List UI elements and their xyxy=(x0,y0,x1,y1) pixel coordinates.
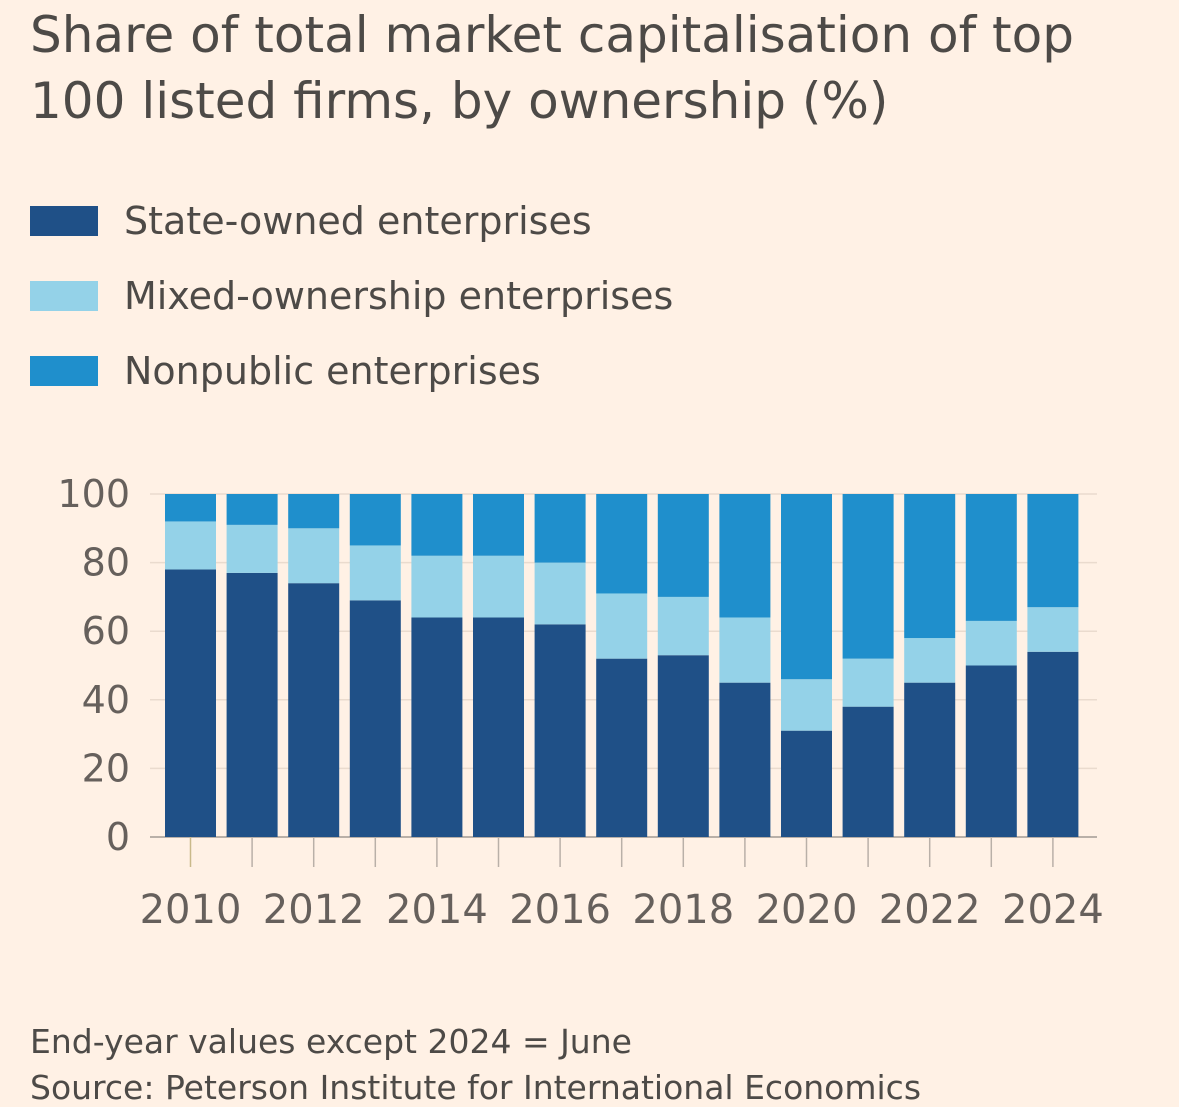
bar-nonpublic-2023 xyxy=(965,494,1017,621)
bar-nonpublic-2024 xyxy=(1027,494,1079,608)
bar-nonpublic-2013 xyxy=(349,494,401,546)
y-tick-label: 20 xyxy=(82,746,130,790)
legend-swatch-state-owned xyxy=(30,205,98,236)
x-tick-label: 2018 xyxy=(632,887,734,933)
bar-state-owned-2014 xyxy=(411,617,463,837)
bar-mixed-ownership-2017 xyxy=(596,593,648,659)
legend-label-mixed-ownership: Mixed-ownership enterprises xyxy=(124,273,674,318)
legend-label-nonpublic: Nonpublic enterprises xyxy=(124,348,541,393)
bar-state-owned-2022 xyxy=(904,682,956,837)
bar-mixed-ownership-2024 xyxy=(1027,607,1079,652)
bar-state-owned-2010 xyxy=(165,569,216,837)
source-note: Source: Peterson Institute for Internati… xyxy=(30,1068,922,1107)
bar-state-owned-2020 xyxy=(781,730,832,837)
bar-nonpublic-2019 xyxy=(719,494,771,618)
bar-nonpublic-2014 xyxy=(411,494,463,556)
bar-nonpublic-2022 xyxy=(904,494,956,639)
footnote: End-year values except 2024 = June xyxy=(30,1022,632,1061)
bar-state-owned-2015 xyxy=(473,617,524,837)
y-tick-label: 40 xyxy=(82,678,130,722)
bar-mixed-ownership-2011 xyxy=(226,524,278,573)
bar-mixed-ownership-2020 xyxy=(781,679,832,731)
bar-nonpublic-2012 xyxy=(288,494,340,529)
bar-mixed-ownership-2018 xyxy=(657,596,709,656)
bar-mixed-ownership-2019 xyxy=(719,617,771,683)
legend-item-nonpublic: Nonpublic enterprises xyxy=(30,333,673,408)
bar-nonpublic-2016 xyxy=(534,494,586,563)
bar-nonpublic-2015 xyxy=(473,494,524,556)
y-tick-label: 80 xyxy=(82,541,130,585)
bar-mixed-ownership-2014 xyxy=(411,555,463,618)
bar-nonpublic-2020 xyxy=(781,494,832,680)
legend-item-state-owned: State-owned enterprises xyxy=(30,183,673,258)
bar-state-owned-2011 xyxy=(226,572,278,837)
bar-mixed-ownership-2013 xyxy=(349,545,401,601)
legend: State-owned enterprises Mixed-ownership … xyxy=(30,183,673,408)
bars xyxy=(165,494,1079,837)
y-tick-label: 0 xyxy=(106,815,130,859)
bar-mixed-ownership-2023 xyxy=(965,620,1017,666)
bar-state-owned-2017 xyxy=(596,658,648,837)
legend-swatch-mixed-ownership xyxy=(30,280,98,311)
y-tick-label: 60 xyxy=(82,609,130,653)
y-axis-tick-labels: 0 20 40 60 80 100 xyxy=(57,472,130,859)
bar-mixed-ownership-2021 xyxy=(842,658,894,707)
bar-nonpublic-2010 xyxy=(165,494,216,522)
bar-nonpublic-2011 xyxy=(226,494,278,525)
bar-mixed-ownership-2016 xyxy=(534,562,586,625)
bar-state-owned-2024 xyxy=(1027,651,1079,837)
chart-title: Share of total market capitalisation of … xyxy=(30,6,1074,130)
bar-nonpublic-2017 xyxy=(596,494,648,594)
bar-state-owned-2021 xyxy=(842,706,894,837)
stacked-bar-chart: 0 20 40 60 80 100 2010 2012 2014 2016 2018 2020 202… xyxy=(57,472,1104,933)
bar-mixed-ownership-2012 xyxy=(288,528,340,584)
bar-state-owned-2019 xyxy=(719,682,771,837)
bar-state-owned-2018 xyxy=(657,655,709,837)
bar-state-owned-2016 xyxy=(534,624,586,837)
x-tick-label: 2016 xyxy=(509,887,611,933)
bar-mixed-ownership-2015 xyxy=(473,555,524,618)
bar-state-owned-2012 xyxy=(288,583,340,837)
bar-nonpublic-2021 xyxy=(842,494,894,659)
legend-swatch-nonpublic xyxy=(30,355,98,386)
bar-state-owned-2013 xyxy=(349,600,401,837)
legend-item-mixed-ownership: Mixed-ownership enterprises xyxy=(30,258,673,333)
bar-state-owned-2023 xyxy=(965,665,1017,837)
x-tick-label: 2024 xyxy=(1002,887,1104,933)
bar-mixed-ownership-2022 xyxy=(904,638,956,683)
x-tick-label: 2010 xyxy=(140,887,242,933)
x-tick-label: 2014 xyxy=(386,887,488,933)
x-axis: 2010 2012 2014 2016 2018 2020 2022 2024 xyxy=(140,837,1104,933)
bar-nonpublic-2018 xyxy=(657,494,709,597)
legend-label-state-owned: State-owned enterprises xyxy=(124,198,592,243)
x-tick-label: 2022 xyxy=(879,887,981,933)
x-tick-label: 2012 xyxy=(263,887,365,933)
x-tick-label: 2020 xyxy=(756,887,858,933)
y-tick-label: 100 xyxy=(57,472,130,516)
bar-mixed-ownership-2010 xyxy=(165,521,216,570)
